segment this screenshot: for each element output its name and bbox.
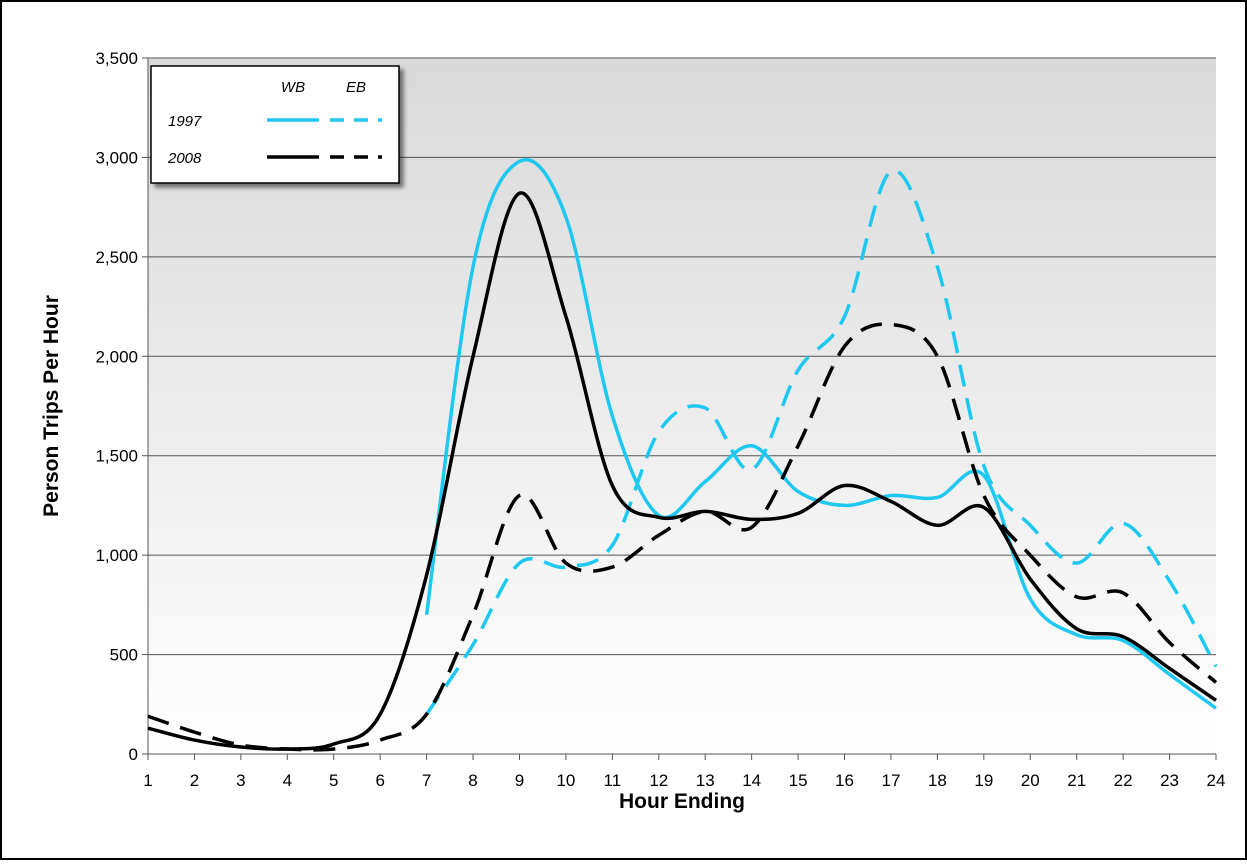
y-tick-label: 0 [129, 745, 138, 764]
x-axis-title: Hour Ending [619, 790, 745, 813]
x-tick-label: 23 [1160, 771, 1179, 790]
y-tick-label: 1,000 [95, 546, 138, 565]
legend-box [150, 65, 400, 184]
y-axis-title: Person Trips Per Hour [40, 295, 63, 517]
x-tick-label: 14 [742, 771, 761, 790]
legend-row-label: 2008 [167, 150, 202, 167]
x-tick-label: 8 [468, 771, 477, 790]
legend-row-label: 1997 [168, 113, 202, 130]
y-tick-label: 500 [110, 646, 138, 665]
y-tick-label: 2,000 [95, 347, 138, 366]
x-tick-label: 12 [649, 771, 668, 790]
x-tick-label: 4 [283, 771, 292, 790]
x-tick-label: 15 [789, 771, 808, 790]
y-tick-label: 2,500 [95, 248, 138, 267]
x-tick-label: 5 [329, 771, 338, 790]
x-tick-label: 19 [974, 771, 993, 790]
x-tick-label: 13 [696, 771, 715, 790]
series-line [147, 322, 1218, 752]
x-tick-label: 24 [1207, 771, 1226, 790]
x-tick-label: 11 [604, 771, 622, 790]
y-tick-label: 1,500 [95, 447, 138, 466]
x-tick-label: 2 [190, 771, 199, 790]
y-tick-label: 3,500 [95, 49, 138, 68]
legend-column-label: EB [346, 79, 366, 96]
legend: WB EB 1997 2008 [150, 65, 400, 184]
series-line [147, 191, 1217, 751]
x-tick-label: 1 [143, 771, 152, 790]
x-tick-label: 20 [1021, 771, 1040, 790]
x-tick-label: 22 [1114, 771, 1133, 790]
x-tick-label: 9 [515, 771, 524, 790]
series-line [425, 168, 1218, 716]
x-tick-label: 18 [928, 771, 947, 790]
x-tick-label: 6 [375, 771, 384, 790]
x-tick-label: 7 [422, 771, 431, 790]
y-tick-label: 3,000 [95, 148, 138, 167]
x-tick-label: 16 [835, 771, 854, 790]
x-tick-label: 10 [556, 771, 575, 790]
x-tick-label: 17 [881, 771, 900, 790]
x-tick-label: 21 [1067, 771, 1086, 790]
legend-column-label: WB [281, 79, 305, 96]
x-tick-label: 3 [236, 771, 245, 790]
